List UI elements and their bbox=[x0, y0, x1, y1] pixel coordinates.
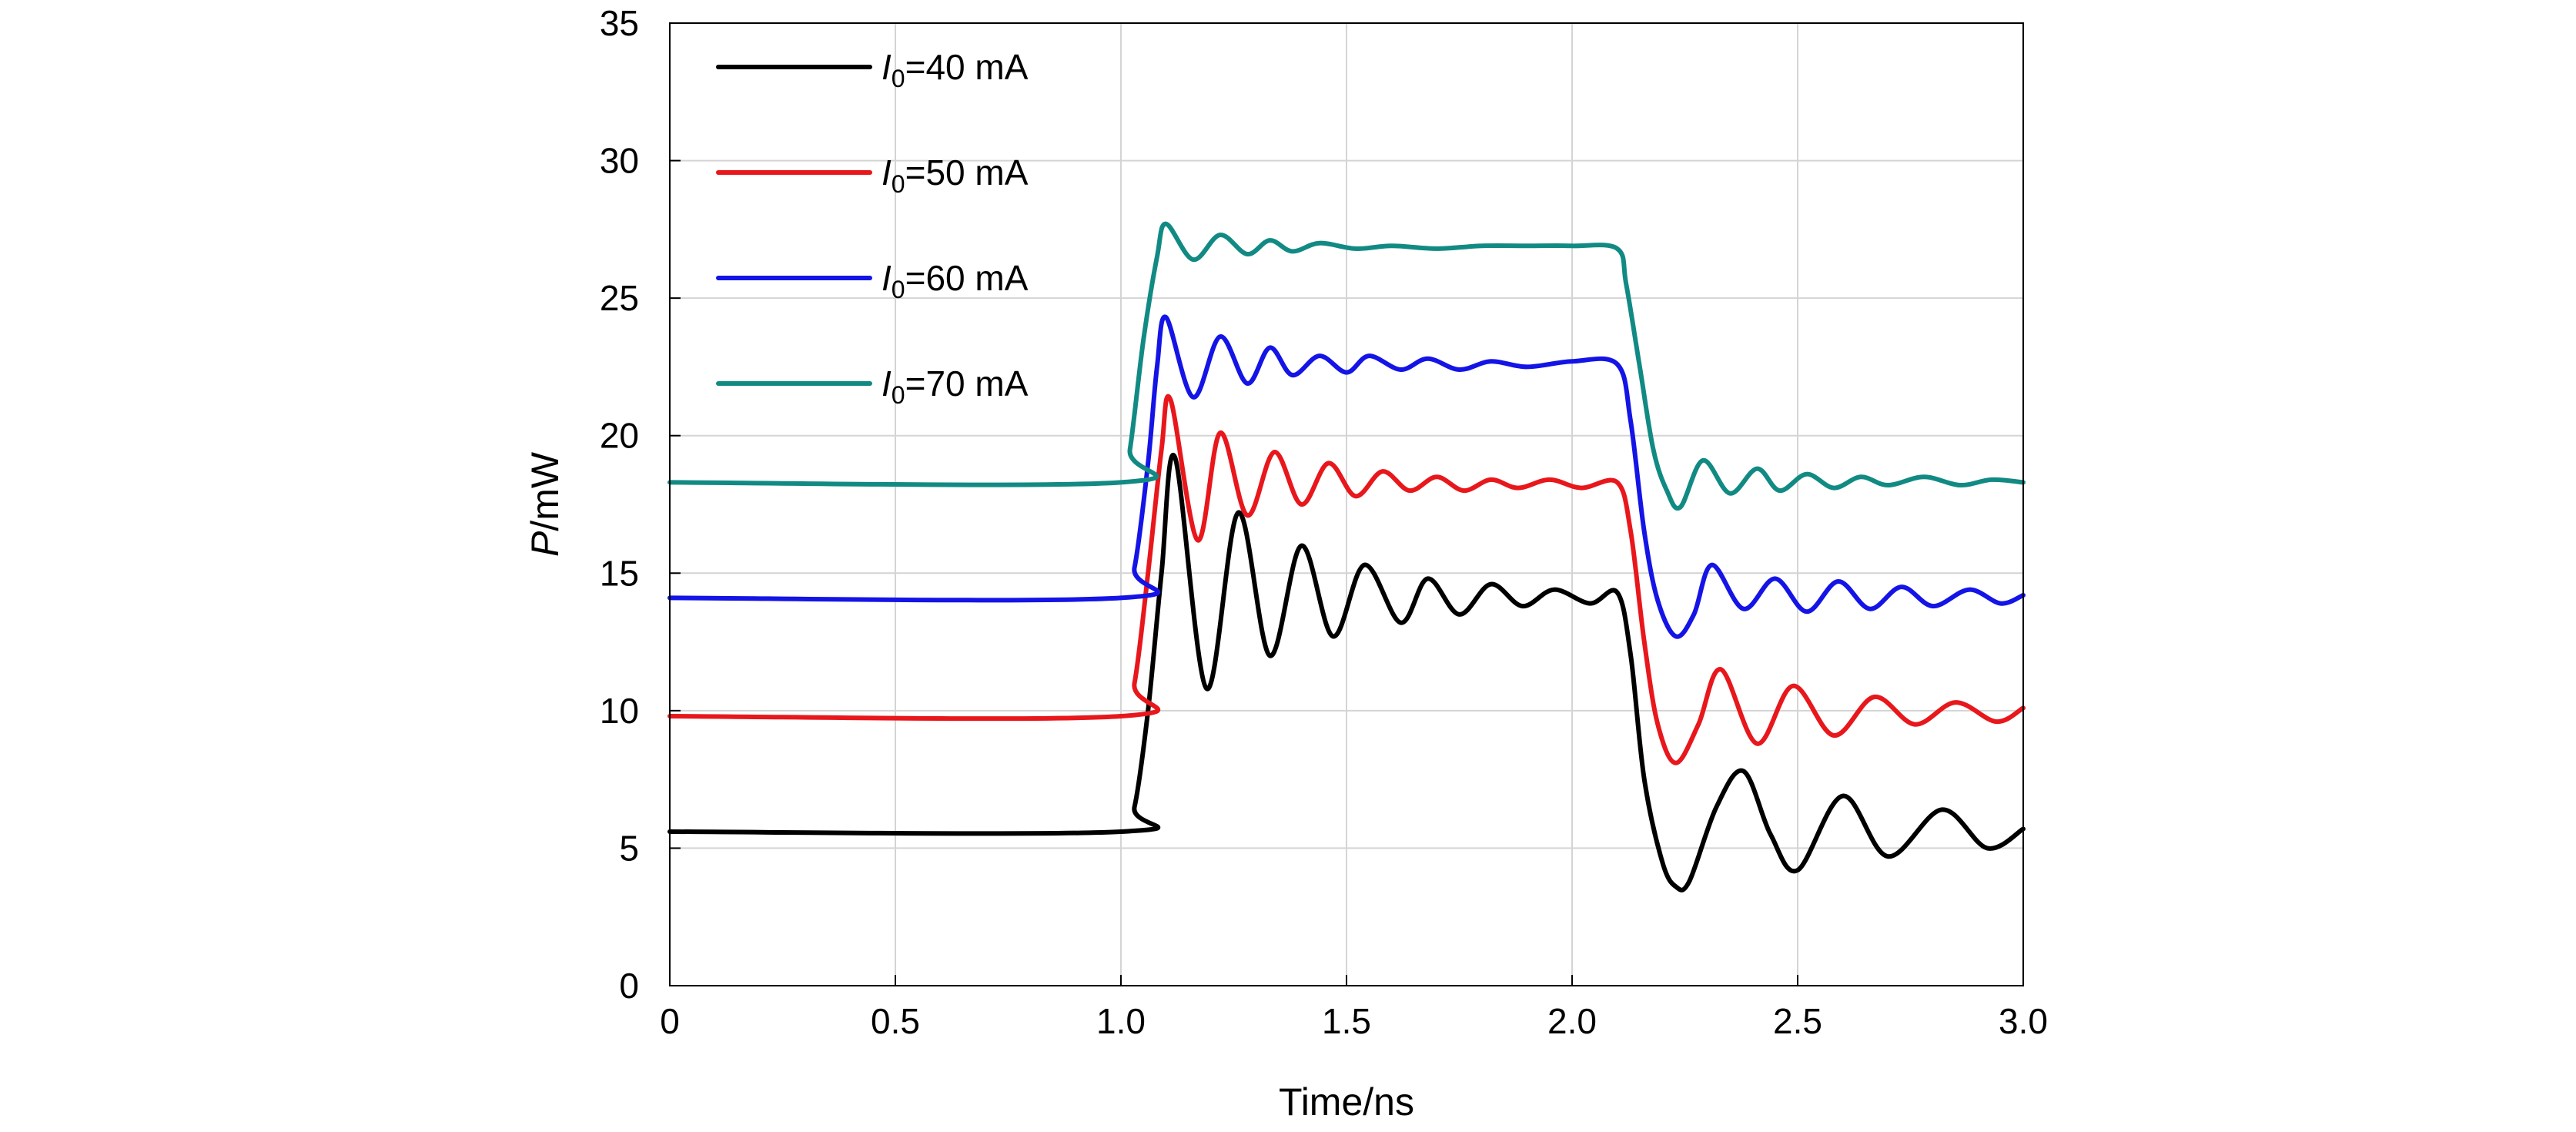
legend-label-subscript: 0 bbox=[892, 170, 905, 198]
legend-label-value: =40 mA bbox=[905, 47, 1029, 87]
y-tick-label: 0 bbox=[619, 966, 639, 1006]
series-line-3 bbox=[667, 314, 2026, 639]
axis-ticks: 0 0.5 1.0 1.5 2.0 2.5 3.0 0 5 10 15 20 25 30 35 bbox=[600, 3, 2048, 1041]
y-tick-label: 30 bbox=[600, 141, 639, 181]
y-tick-label: 35 bbox=[600, 3, 639, 43]
x-tick-label: 1.0 bbox=[1096, 1001, 1146, 1041]
x-tick-label: 2.0 bbox=[1547, 1001, 1597, 1041]
series-line-2 bbox=[667, 394, 2026, 765]
x-tick-label: 0 bbox=[660, 1001, 680, 1041]
x-tick-label: 3.0 bbox=[1999, 1001, 2048, 1041]
x-tick-label: 2.5 bbox=[1773, 1001, 1822, 1041]
legend-label-value: =60 mA bbox=[905, 258, 1029, 298]
series-line-1 bbox=[667, 453, 2026, 893]
x-tick-label: 0.5 bbox=[871, 1001, 920, 1041]
legend-label-3: I0=60 mA bbox=[882, 258, 1029, 303]
legend-label-subscript: 0 bbox=[892, 65, 905, 92]
gridlines bbox=[670, 23, 2023, 986]
x-axis-title: Time/ns bbox=[1279, 1080, 1414, 1124]
legend-label-value: =70 mA bbox=[905, 363, 1029, 404]
legend-label-symbol: I bbox=[882, 258, 892, 298]
y-tick-label: 20 bbox=[600, 416, 639, 456]
legend-label-2: I0=50 mA bbox=[882, 152, 1029, 198]
y-tick-label: 10 bbox=[600, 691, 639, 731]
x-tick-label: 1.5 bbox=[1322, 1001, 1371, 1041]
legend-label-value: =50 mA bbox=[905, 152, 1029, 193]
series-lines bbox=[667, 221, 2026, 893]
y-axis-title: P/mW bbox=[524, 451, 567, 557]
legend-label-1: I0=40 mA bbox=[882, 47, 1029, 92]
y-axis-title-unit: /mW bbox=[524, 451, 567, 531]
legend-label-subscript: 0 bbox=[892, 276, 905, 303]
y-tick-label: 5 bbox=[619, 828, 639, 868]
y-axis-title-symbol: P bbox=[524, 531, 567, 557]
series-line-4 bbox=[667, 221, 2026, 511]
legend-label-symbol: I bbox=[882, 363, 892, 404]
legend-label-symbol: I bbox=[882, 152, 892, 193]
y-tick-label: 15 bbox=[600, 553, 639, 593]
legend-label-subscript: 0 bbox=[892, 381, 905, 409]
legend-label-4: I0=70 mA bbox=[882, 363, 1029, 409]
y-tick-label: 25 bbox=[600, 278, 639, 318]
legend-label-symbol: I bbox=[882, 47, 892, 87]
